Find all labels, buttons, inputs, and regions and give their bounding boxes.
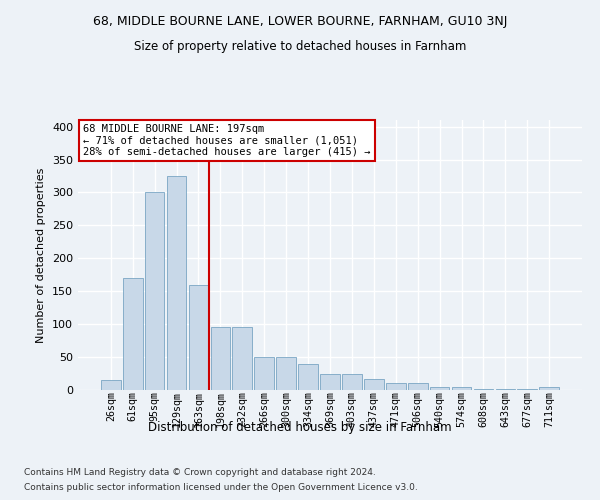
Bar	[320, 374, 340, 390]
Text: 68, MIDDLE BOURNE LANE, LOWER BOURNE, FARNHAM, GU10 3NJ: 68, MIDDLE BOURNE LANE, LOWER BOURNE, FA…	[93, 15, 507, 28]
Bar	[408, 384, 428, 390]
Bar	[254, 357, 274, 390]
Bar	[539, 388, 559, 390]
Text: Size of property relative to detached houses in Farnham: Size of property relative to detached ho…	[134, 40, 466, 53]
Bar	[342, 374, 362, 390]
Bar	[123, 278, 143, 390]
Bar	[364, 379, 384, 390]
Y-axis label: Number of detached properties: Number of detached properties	[37, 168, 46, 342]
Bar	[188, 284, 208, 390]
Bar	[298, 364, 318, 390]
Bar	[232, 328, 252, 390]
Bar	[145, 192, 164, 390]
Bar	[430, 388, 449, 390]
Text: Contains HM Land Registry data © Crown copyright and database right 2024.: Contains HM Land Registry data © Crown c…	[24, 468, 376, 477]
Bar	[517, 388, 537, 390]
Bar	[101, 380, 121, 390]
Bar	[386, 384, 406, 390]
Bar	[211, 328, 230, 390]
Text: Contains public sector information licensed under the Open Government Licence v3: Contains public sector information licen…	[24, 483, 418, 492]
Bar	[167, 176, 187, 390]
Bar	[452, 388, 472, 390]
Bar	[276, 357, 296, 390]
Text: 68 MIDDLE BOURNE LANE: 197sqm
← 71% of detached houses are smaller (1,051)
28% o: 68 MIDDLE BOURNE LANE: 197sqm ← 71% of d…	[83, 124, 371, 157]
Text: Distribution of detached houses by size in Farnham: Distribution of detached houses by size …	[148, 421, 452, 434]
